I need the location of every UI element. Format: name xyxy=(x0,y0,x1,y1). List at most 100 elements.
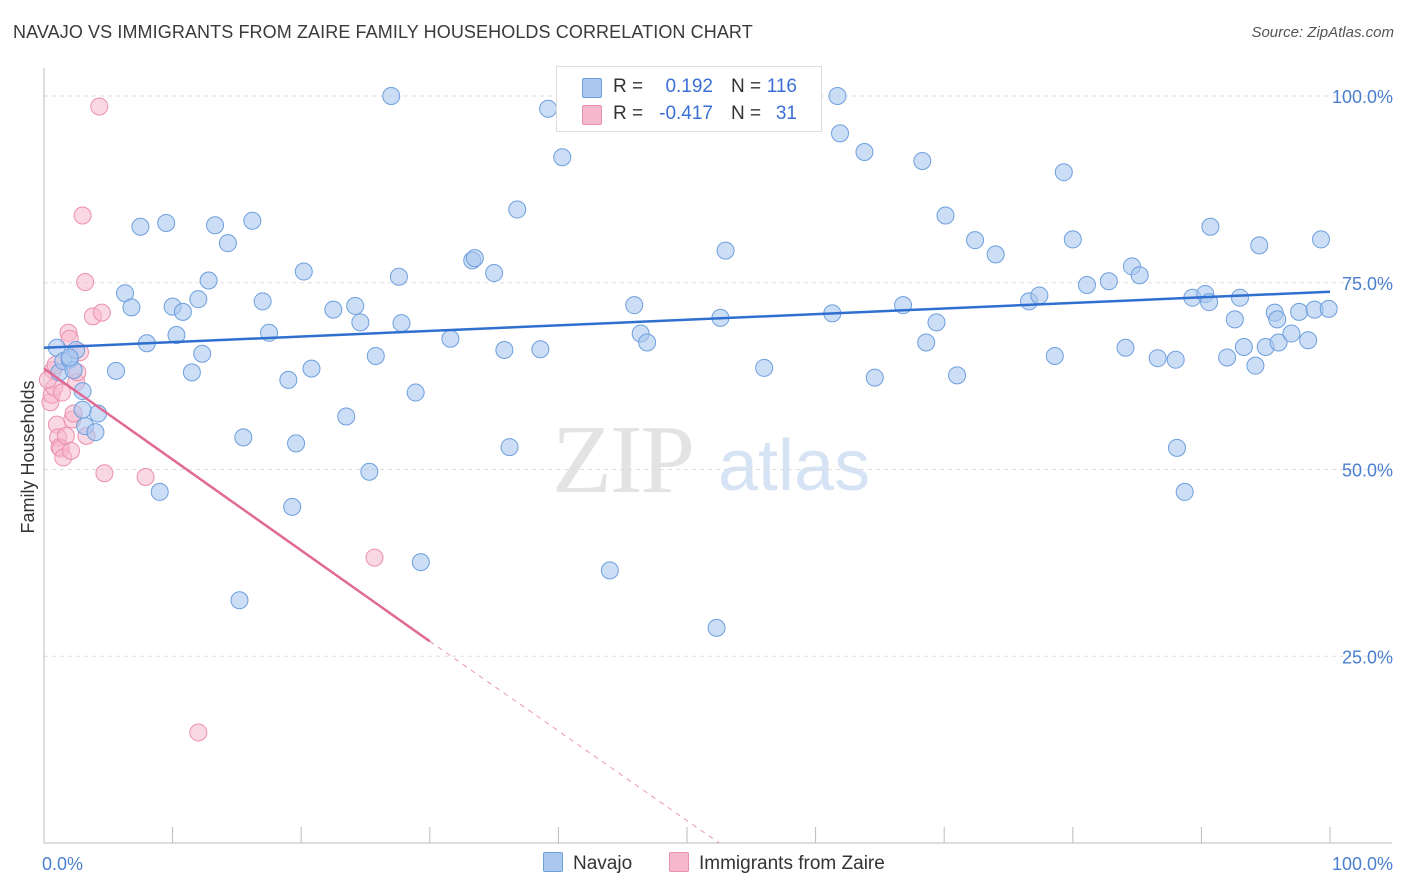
navajo-point xyxy=(1299,331,1318,350)
navajo-point xyxy=(1116,338,1135,357)
legend-row-navajo: R = 0.192 N = 116 xyxy=(557,73,821,101)
navajo-point xyxy=(1099,272,1118,291)
navajo-point xyxy=(917,333,936,352)
navajo-point xyxy=(411,553,430,572)
legend-label-zaire: Immigrants from Zaire xyxy=(699,853,885,874)
navajo-point xyxy=(1030,286,1049,305)
legend-n-value: 31 xyxy=(775,103,797,124)
zaire-point xyxy=(73,206,92,225)
zaire-point xyxy=(92,303,111,322)
legend-n-value: 116 xyxy=(766,76,797,97)
axes xyxy=(43,68,1392,844)
navajo-point xyxy=(230,591,249,610)
navajo-point xyxy=(553,148,572,167)
navajo-point xyxy=(755,358,774,377)
navajo-point xyxy=(986,245,1005,264)
navajo-point xyxy=(936,206,955,225)
watermark-zip: ZIP xyxy=(552,406,693,514)
zaire-point xyxy=(189,723,208,742)
zaire-trend-extension xyxy=(429,640,720,844)
navajo-point xyxy=(485,264,504,283)
navajo-point xyxy=(122,298,141,317)
navajo-point xyxy=(86,423,105,442)
navajo-point xyxy=(1201,217,1220,236)
watermark: ZIP atlas xyxy=(552,406,870,514)
correlation-legend: R = 0.192 N = 116 R = -0.417 N = 31 xyxy=(556,66,822,132)
navajo-point xyxy=(1230,288,1249,307)
navajo-point xyxy=(283,497,302,516)
navajo-point xyxy=(625,296,644,315)
y-tick-label: 100.0% xyxy=(1332,87,1393,107)
navajo-point xyxy=(1319,299,1338,318)
zaire-point xyxy=(136,467,155,486)
zaire-point xyxy=(95,464,114,483)
navajo-point xyxy=(337,407,356,426)
legend-row-zaire: R = -0.417 N = 31 xyxy=(557,100,821,128)
navajo-point xyxy=(199,271,218,290)
zaire-point xyxy=(53,383,72,402)
navajo-point xyxy=(1218,348,1237,367)
navajo-point xyxy=(389,267,408,286)
y-tick-label: 25.0% xyxy=(1342,647,1393,667)
series-legend: Navajo Immigrants from Zaire xyxy=(0,852,1406,878)
legend-r-label: R = xyxy=(613,76,644,97)
navajo-point xyxy=(107,361,126,380)
navajo-point xyxy=(1250,236,1269,255)
navajo-point xyxy=(638,333,657,352)
legend-item-zaire[interactable]: Immigrants from Zaire xyxy=(669,852,885,875)
navajo-point xyxy=(828,87,847,105)
navajo-point xyxy=(495,340,514,359)
navajo-point xyxy=(1290,302,1309,321)
navajo-point xyxy=(366,346,385,365)
navajo-point xyxy=(707,618,726,637)
zaire-point xyxy=(62,441,81,460)
navajo-point xyxy=(167,326,186,345)
legend-r-value: -0.417 xyxy=(659,103,713,124)
navajo-point xyxy=(500,438,519,457)
navajo-point xyxy=(346,296,365,315)
zaire-trend-line xyxy=(43,367,431,643)
navajo-point xyxy=(1175,482,1194,501)
navajo-point xyxy=(234,428,253,447)
y-tick-label: 50.0% xyxy=(1342,461,1393,481)
navajo-point xyxy=(406,383,425,402)
navajo-point xyxy=(531,340,550,359)
zaire-swatch xyxy=(582,105,602,125)
navajo-point xyxy=(1054,163,1073,182)
trend-lines xyxy=(43,290,1331,844)
legend-r-label: R = xyxy=(613,103,644,124)
zaire-point xyxy=(56,426,75,445)
navajo-point xyxy=(855,143,874,162)
navajo-point xyxy=(294,262,313,281)
navajo-point xyxy=(465,249,484,268)
navajo-swatch xyxy=(543,852,563,872)
navajo-point xyxy=(1282,324,1301,343)
navajo-point xyxy=(966,231,985,250)
zaire-point xyxy=(90,97,109,116)
watermark-atlas: atlas xyxy=(718,426,870,506)
legend-label-navajo: Navajo xyxy=(573,853,633,874)
navajo-trend-line xyxy=(43,290,1331,349)
legend-n-label: N = xyxy=(731,103,762,124)
navajo-point xyxy=(392,314,411,333)
navajo-point xyxy=(193,344,212,363)
navajo-point xyxy=(287,434,306,453)
navajo-point xyxy=(157,213,176,232)
navajo-point xyxy=(73,400,92,419)
navajo-series xyxy=(47,87,1338,637)
zaire-point xyxy=(365,548,384,567)
navajo-point xyxy=(1130,266,1149,285)
navajo-point xyxy=(324,300,343,319)
navajo-point xyxy=(302,359,321,378)
navajo-point xyxy=(1148,349,1167,368)
navajo-point xyxy=(279,370,298,389)
navajo-point xyxy=(716,241,735,260)
navajo-point xyxy=(1268,310,1287,329)
navajo-point xyxy=(60,348,79,367)
navajo-point xyxy=(865,368,884,387)
navajo-point xyxy=(1234,337,1253,356)
navajo-point xyxy=(1225,310,1244,329)
navajo-point xyxy=(948,366,967,385)
legend-item-navajo[interactable]: Navajo xyxy=(543,852,632,875)
